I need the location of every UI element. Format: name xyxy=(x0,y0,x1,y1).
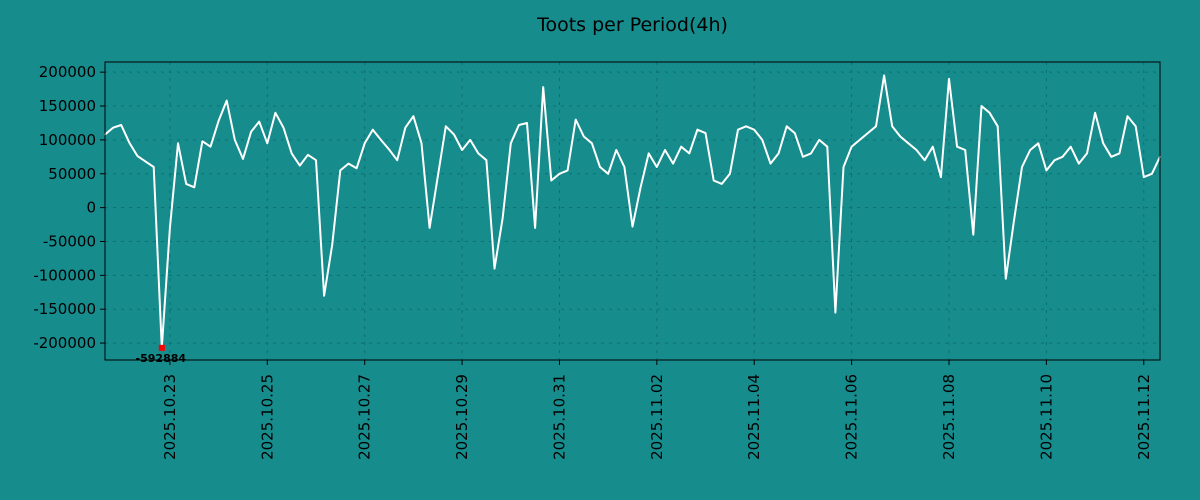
y-tick-label: 100000 xyxy=(39,131,96,149)
y-tick-label: -150000 xyxy=(33,300,96,318)
x-tick-label: 2025.11.06 xyxy=(843,374,861,460)
y-tick-label: -100000 xyxy=(33,266,96,284)
chart-title: Toots per Period(4h) xyxy=(537,14,728,36)
x-tick-label: 2025.10.23 xyxy=(161,374,179,460)
x-tick-label: 2025.10.31 xyxy=(550,374,568,460)
x-tick-label: 2025.11.02 xyxy=(648,374,666,460)
min-value-annotation: -592884 xyxy=(136,352,187,365)
y-tick-label: 0 xyxy=(86,199,96,217)
x-tick-label: 2025.11.08 xyxy=(940,374,958,460)
x-tick-label: 2025.11.04 xyxy=(745,374,763,460)
min-value-marker xyxy=(158,344,165,351)
x-tick-label: 2025.10.25 xyxy=(258,374,276,460)
y-tick-label: 50000 xyxy=(48,165,96,183)
data-series-line xyxy=(104,74,1161,349)
x-tick-label: 2025.10.29 xyxy=(453,374,471,460)
y-tick-label: 150000 xyxy=(39,97,96,115)
y-tick-label: -50000 xyxy=(43,232,96,250)
y-tick-label: 200000 xyxy=(39,63,96,81)
plot-border xyxy=(104,61,1161,361)
x-tick-label: 2025.11.12 xyxy=(1135,374,1153,460)
x-tick-label: 2025.11.10 xyxy=(1037,374,1055,460)
x-tick-label: 2025.10.27 xyxy=(356,374,374,460)
y-tick-label: -200000 xyxy=(33,334,96,352)
